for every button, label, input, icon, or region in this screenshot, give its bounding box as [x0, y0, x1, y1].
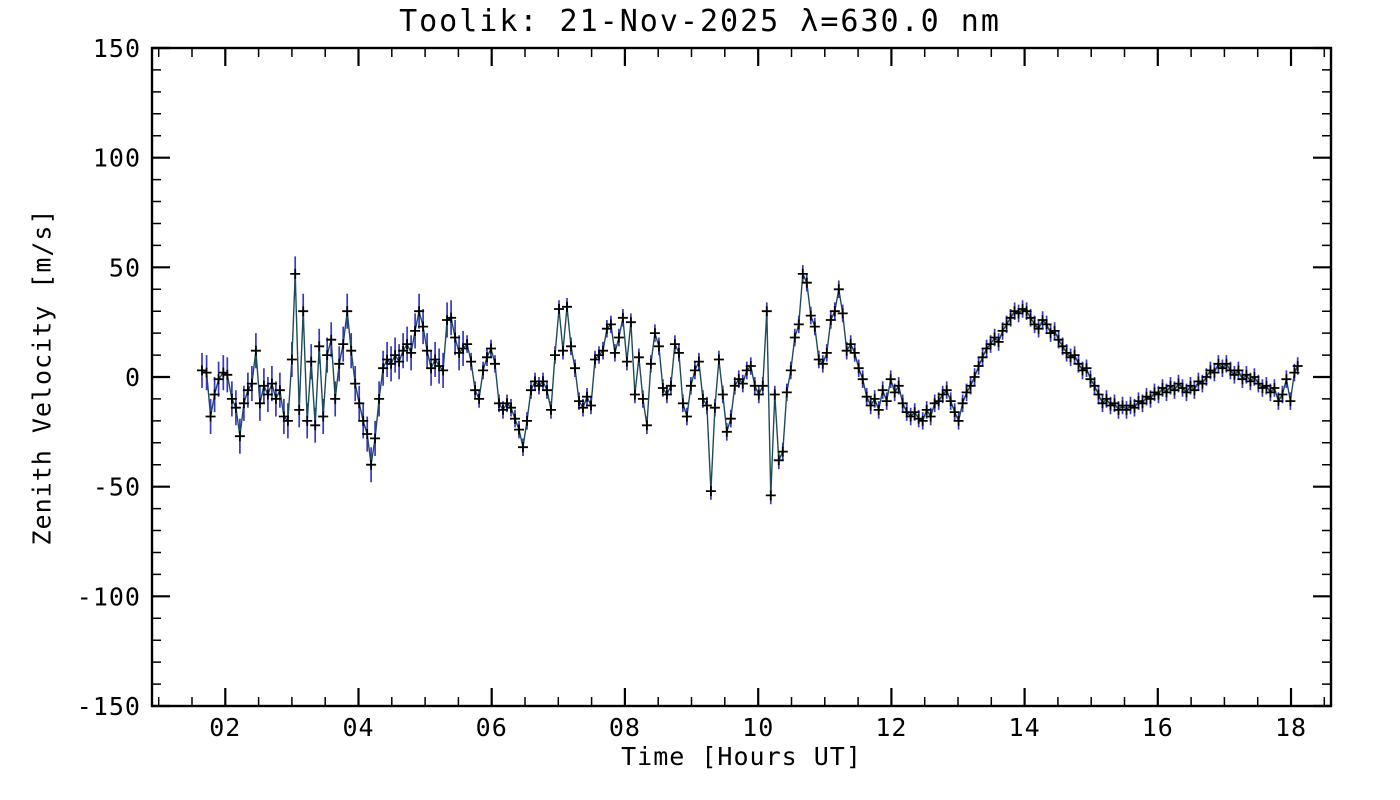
x-tick-labels: 02 04 06 08 10 12 14 16 18 [209, 713, 1307, 742]
y-tick-label: 100 [93, 144, 141, 173]
y-tick-label: 50 [109, 253, 141, 282]
x-tick-label: 12 [875, 713, 907, 742]
x-tick-label: 08 [609, 713, 641, 742]
y-tick-label: -50 [93, 473, 141, 502]
data-markers [197, 268, 1303, 501]
error-bars [201, 256, 1299, 505]
y-tick-label: 150 [93, 34, 141, 63]
plot-frame [150, 46, 1333, 708]
y-tick-label: -150 [77, 692, 141, 721]
x-tick-label: 14 [1009, 713, 1041, 742]
x-tick-label: 10 [742, 713, 774, 742]
x-tick-label: 18 [1275, 713, 1307, 742]
y-tick-labels: -150 -100 -50 0 50 100 150 [77, 34, 141, 721]
y-tick-label: 0 [125, 363, 141, 392]
chart-title: Toolik: 21-Nov-2025 λ=630.0 nm [399, 4, 1001, 39]
major-ticks [152, 46, 1331, 708]
minor-ticks [152, 48, 1331, 706]
x-tick-label: 04 [342, 713, 374, 742]
x-tick-label: 16 [1142, 713, 1174, 742]
x-tick-label: 02 [209, 713, 241, 742]
x-tick-label: 06 [476, 713, 508, 742]
x-axis-label: Time [Hours UT] [621, 742, 862, 771]
series-line [201, 271, 1299, 496]
y-tick-label: -100 [77, 582, 141, 611]
